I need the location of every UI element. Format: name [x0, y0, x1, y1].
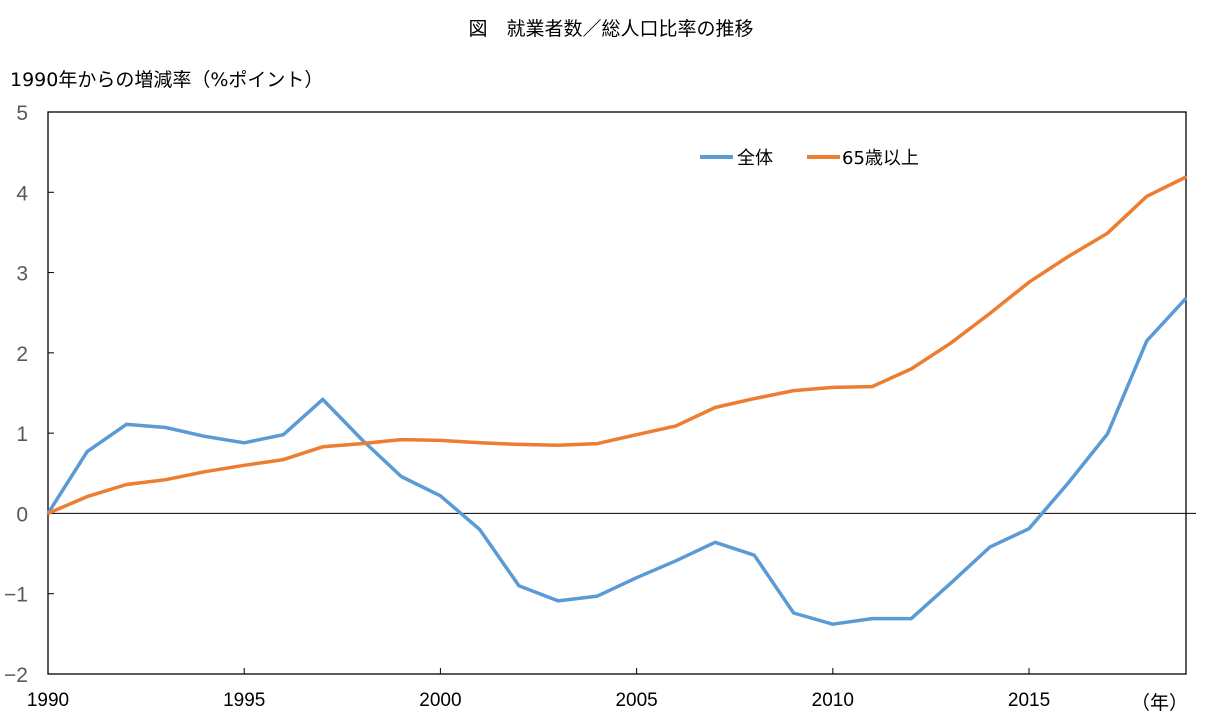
x-tick-label: 2000: [419, 690, 461, 711]
data-point: [203, 470, 207, 473]
data-point: [910, 617, 913, 620]
data-point: [399, 475, 403, 478]
data-point: [596, 594, 599, 598]
data-point: [1106, 432, 1109, 436]
data-point: [988, 545, 991, 549]
x-tick-label: 2005: [615, 690, 657, 711]
data-point: [478, 441, 481, 444]
x-tick-label: 1990: [27, 690, 69, 711]
data-point: [1145, 339, 1148, 343]
data-point: [831, 623, 835, 626]
data-point: [753, 397, 756, 400]
series-line-0: [46, 297, 1188, 626]
y-tick-label: 2: [16, 343, 28, 366]
data-point: [321, 398, 324, 401]
data-point: [556, 443, 560, 447]
data-point: [988, 312, 991, 315]
data-point: [478, 528, 481, 531]
x-axis-unit-label: （年）: [1131, 692, 1188, 714]
data-point: [635, 576, 638, 579]
data-point: [870, 617, 874, 620]
data-point: [439, 439, 442, 442]
data-point: [86, 450, 89, 453]
data-point: [86, 495, 89, 498]
legend-label-65plus: 65歳以上: [842, 148, 919, 169]
data-point: [360, 438, 364, 441]
data-point: [1184, 175, 1188, 179]
data-point: [674, 424, 678, 428]
data-point: [1067, 481, 1070, 485]
data-point: [831, 386, 835, 389]
data-point: [910, 367, 913, 371]
x-tick-label: 2015: [1008, 690, 1050, 711]
x-ticks: 1990 1995 2000 2005 2010 2015: [27, 668, 1050, 711]
data-point: [1067, 255, 1070, 258]
legend-label-all: 全体: [737, 148, 773, 169]
data-point: [556, 599, 560, 603]
data-point: [282, 458, 285, 461]
plot-area-border: [47, 111, 1187, 675]
data-point: [949, 342, 952, 345]
legend: 全体 65歳以上: [700, 148, 919, 169]
data-point: [1027, 281, 1031, 284]
data-point: [713, 406, 717, 409]
y-ticks: 5 4 3 2 1 0 −1 −2: [4, 102, 54, 687]
axes: [47, 111, 1196, 675]
data-point: [792, 611, 795, 615]
data-point: [282, 433, 285, 436]
chart-title: 図 就業者数／総人口比率の推移: [468, 18, 753, 40]
y-axis-label: 1990年からの増減率（%ポイント）: [10, 69, 323, 91]
y-tick-label: 5: [16, 102, 28, 125]
data-point: [1027, 527, 1031, 530]
data-point: [517, 584, 521, 587]
data-point: [1184, 297, 1188, 300]
data-point: [949, 582, 952, 585]
data-point: [596, 442, 599, 445]
data-point: [125, 483, 128, 486]
y-tick-label: 3: [16, 263, 28, 286]
x-tick-label: 2010: [812, 690, 854, 711]
y-tick-label: 4: [16, 182, 28, 205]
data-point: [517, 443, 521, 446]
data-point: [203, 435, 207, 438]
data-point: [164, 426, 167, 429]
series-lines: [46, 175, 1188, 626]
data-point: [243, 464, 246, 467]
data-point: [635, 433, 638, 436]
data-point: [164, 478, 167, 481]
y-tick-label: −2: [4, 664, 28, 687]
data-point: [243, 441, 246, 444]
data-point: [125, 423, 128, 426]
x-tick-label: 1995: [223, 690, 265, 711]
data-point: [439, 494, 442, 497]
data-point: [321, 445, 324, 448]
data-point: [46, 512, 50, 515]
data-point: [399, 438, 403, 441]
data-point: [753, 553, 756, 557]
data-point: [1106, 232, 1109, 235]
data-point: [713, 541, 717, 544]
data-point: [1145, 195, 1148, 198]
data-point: [360, 442, 364, 445]
data-point: [792, 389, 795, 392]
data-point: [870, 385, 874, 388]
y-tick-label: 0: [16, 503, 28, 526]
y-tick-label: 1: [16, 423, 28, 446]
y-tick-label: −1: [4, 584, 28, 607]
series-line-1: [47, 175, 1187, 516]
data-point: [674, 559, 678, 562]
